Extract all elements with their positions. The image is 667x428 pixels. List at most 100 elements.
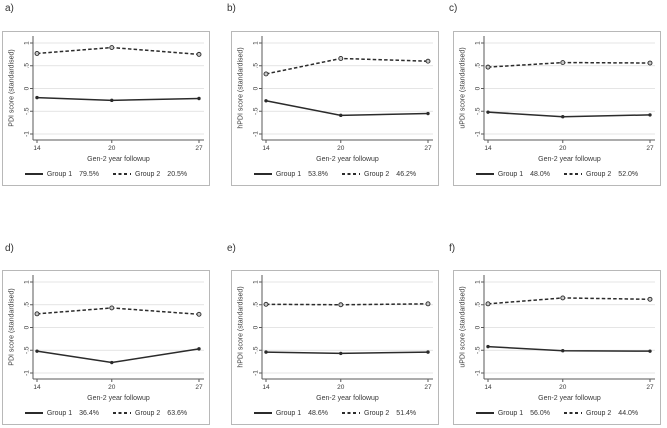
x-tick-label: 20	[108, 145, 116, 152]
dashed-line-swatch-icon	[564, 173, 582, 175]
data-point-marker	[35, 349, 39, 353]
y-tick-label: -.5	[475, 346, 482, 354]
data-point-marker	[560, 295, 566, 301]
line-chart: -1 -.5 0 .5 1 14 20 27 PDI score (standardised) G…	[9, 36, 204, 163]
y-axis-title: uPDI score (standardised)	[460, 47, 467, 128]
y-tick-label: -1	[253, 131, 260, 137]
legend-series-share: 79.5%	[79, 170, 99, 178]
series-line-group-1	[36, 348, 200, 364]
series-line-group-2	[487, 297, 651, 305]
chart-box: -1 -.5 0 .5 1 14 20 27 hPDI score (standardised)…	[231, 270, 439, 425]
chart-legend: Group 1 48.0% Group 2 52.0%	[454, 165, 660, 183]
series-line-group-1	[36, 96, 200, 102]
legend-series-name: Group 2	[135, 409, 161, 417]
legend-series-share: 51.4%	[396, 409, 417, 417]
legend-series-name: Group 2	[135, 170, 161, 178]
legend-series-name: Group 2	[364, 170, 390, 178]
y-axis-title: hPDI score (standardised)	[238, 47, 245, 128]
legend-series-share: 56.0%	[530, 409, 550, 417]
legend-item: Group 2 44.0%	[564, 410, 638, 417]
data-point-marker	[560, 60, 566, 66]
data-point-marker	[35, 95, 39, 100]
x-tick-label: 27	[195, 384, 203, 391]
chart-legend: Group 1 56.0% Group 2 44.0%	[454, 404, 660, 422]
line-chart: -1 -.5 0 .5 1 14 20 27 PDI score (standardised) G…	[9, 275, 204, 402]
data-point-marker	[647, 60, 653, 66]
y-tick-label: .5	[253, 302, 260, 308]
panel-label: c)	[449, 3, 458, 14]
x-tick-label: 20	[337, 384, 345, 391]
y-axis-title: PDI score (standardised)	[9, 288, 16, 365]
x-tick-label: 20	[559, 384, 567, 391]
data-point-marker	[561, 115, 565, 119]
x-tick-label: 27	[646, 145, 654, 152]
x-tick-label: 27	[195, 145, 203, 152]
x-axis-title: Gen-2 year followup	[87, 395, 150, 402]
data-point-marker	[197, 96, 201, 101]
data-point-marker	[110, 360, 114, 365]
legend-series-name: Group 2	[586, 409, 612, 417]
panel-c: c) -1 -.5 0 .5 1 14 20 27 uPDI score (standardis…	[444, 0, 667, 214]
data-point-marker	[263, 301, 269, 307]
legend-item: Group 2 46.2%	[342, 171, 416, 178]
chart-box: -1 -.5 0 .5 1 14 20 27 uPDI score (standardised)…	[453, 31, 661, 186]
y-tick-label: 1	[253, 280, 260, 284]
y-tick-label: -.5	[24, 346, 31, 354]
x-axis-title: Gen-2 year followup	[316, 156, 379, 163]
line-chart: -1 -.5 0 .5 1 14 20 27 hPDI score (standardised)…	[238, 275, 433, 402]
legend-item: Group 1 48.0%	[475, 170, 550, 178]
data-point-marker	[426, 111, 430, 116]
x-tick-label: 20	[337, 145, 345, 152]
series-line-group-1	[265, 351, 429, 355]
x-tick-label: 27	[646, 384, 654, 391]
data-point-marker	[339, 351, 343, 356]
chart-legend: Group 1 48.6% Group 2 51.4%	[232, 404, 438, 422]
legend-series-name: Group 2	[364, 409, 390, 417]
x-tick-label: 27	[424, 384, 432, 391]
data-point-marker	[425, 58, 431, 64]
x-tick-label: 14	[33, 384, 41, 391]
y-tick-label: -.5	[24, 107, 31, 115]
data-point-marker	[338, 56, 344, 61]
data-point-marker	[264, 99, 268, 103]
x-tick-label: 14	[262, 145, 270, 152]
legend-series-name: Group 1	[275, 409, 302, 417]
data-point-marker	[648, 113, 652, 117]
x-tick-label: 14	[33, 145, 41, 152]
y-tick-label: .5	[475, 63, 482, 69]
y-tick-label: -1	[24, 370, 31, 376]
series-line-group-1	[265, 100, 429, 117]
legend-series-share: 53.8%	[308, 170, 328, 178]
y-tick-label: -.5	[475, 107, 482, 115]
data-point-marker	[110, 98, 114, 103]
data-point-marker	[197, 347, 201, 351]
data-point-marker	[196, 51, 202, 57]
data-point-marker	[561, 349, 565, 353]
legend-item: Group 2 51.4%	[342, 410, 416, 417]
data-point-marker	[485, 64, 491, 70]
legend-series-share: 48.0%	[530, 170, 550, 178]
y-tick-label: -1	[253, 370, 260, 376]
panel-label: e)	[227, 243, 236, 254]
solid-line-swatch-icon	[475, 173, 494, 175]
legend-series-share: 48.6%	[308, 409, 328, 417]
data-point-marker	[34, 51, 40, 56]
x-axis-title: Gen-2 year followup	[87, 156, 150, 163]
data-point-marker	[109, 305, 115, 311]
solid-line-swatch-icon	[475, 412, 494, 414]
legend-item: Group 1 79.5%	[24, 170, 99, 178]
data-point-marker	[264, 350, 268, 354]
x-tick-label: 14	[484, 145, 492, 152]
data-point-marker	[109, 45, 115, 51]
y-tick-label: 0	[475, 325, 482, 329]
legend-series-name: Group 1	[275, 170, 302, 178]
line-chart: -1 -.5 0 .5 1 14 20 27 uPDI score (standardised)…	[460, 36, 655, 163]
panel-label: d)	[5, 243, 14, 254]
data-point-marker	[425, 301, 431, 307]
y-tick-label: .5	[253, 63, 260, 69]
y-tick-label: 1	[475, 41, 482, 45]
data-point-marker	[485, 301, 491, 307]
data-point-marker	[34, 311, 40, 317]
series-line-group-2	[36, 46, 200, 56]
